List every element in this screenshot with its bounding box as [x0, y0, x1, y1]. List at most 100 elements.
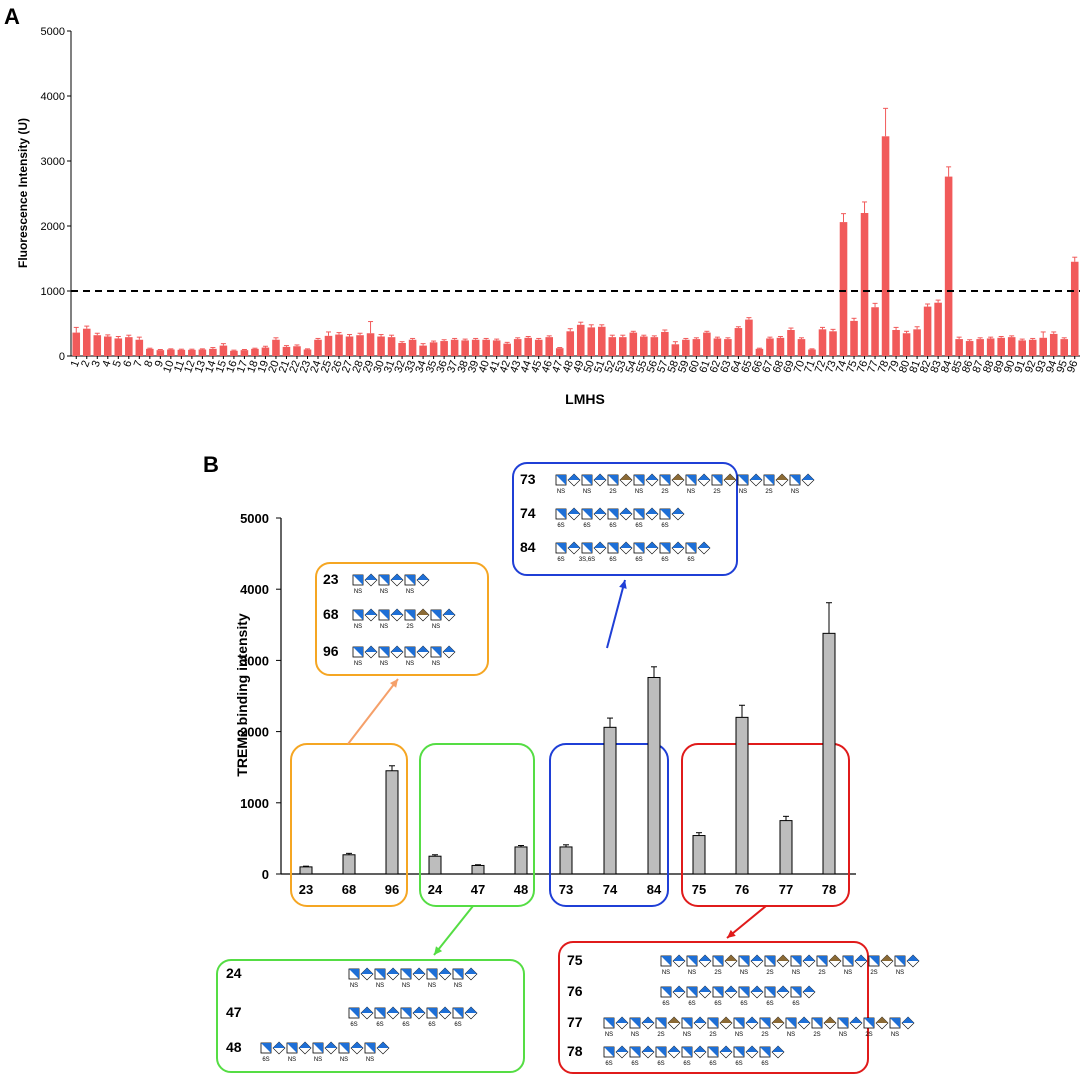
- chart-a-bar: [398, 343, 406, 356]
- residue-substituent-label: 6S: [766, 1001, 773, 1007]
- residue-substituent-label: 2S: [657, 1032, 664, 1038]
- glcnac-fill-icon: [890, 1018, 900, 1028]
- glcnac-fill-icon: [708, 1018, 718, 1028]
- glca-fill-icon: [751, 955, 763, 961]
- chart-a-y-tick-label: 4000: [41, 91, 65, 103]
- chart-b-y-tick-label: 5000: [240, 511, 269, 526]
- glca-fill-icon: [694, 1046, 706, 1052]
- glcnac-fill-icon: [765, 987, 775, 997]
- chart-a-x-tick-label: 25: [319, 359, 334, 375]
- structure-box-red: [558, 941, 869, 1074]
- chart-a-x-tick-label: 44: [519, 359, 534, 375]
- residue-substituent-label: 6S: [662, 1001, 669, 1007]
- glcnac-fill-icon: [712, 475, 722, 485]
- chart-a-bar: [587, 327, 596, 356]
- chart-a-x-tick-label: 87: [971, 359, 986, 375]
- chart-a-x-tick-label: 30: [371, 359, 386, 375]
- glca-fill-icon: [391, 609, 403, 615]
- chart-a-x-tick-label: 83: [928, 359, 943, 375]
- glcnac-fill-icon: [817, 956, 827, 966]
- chart-a-x-tick-label: 95: [1055, 359, 1070, 375]
- chart-a-bar: [524, 337, 532, 356]
- chart-a-x-tick-label: 52: [603, 359, 618, 375]
- glca-fill-icon: [672, 542, 684, 548]
- chart-a-x-tick-label: 21: [277, 359, 292, 375]
- glcnac-fill-icon: [864, 1018, 874, 1028]
- glcnac-fill-icon: [713, 956, 723, 966]
- glcnac-fill-icon: [604, 1047, 614, 1057]
- chart-a-x-tick-label: 16: [224, 359, 239, 375]
- residue-substituent-label: 2S: [765, 489, 772, 495]
- glca-fill-icon: [365, 574, 377, 580]
- chart-a-bar: [251, 348, 259, 356]
- glca-fill-icon: [391, 646, 403, 652]
- glcnac-fill-icon: [786, 1018, 796, 1028]
- idoa-fill-icon: [672, 474, 684, 480]
- glca-fill-icon: [417, 646, 429, 652]
- chart-a-bar: [492, 340, 501, 356]
- residue-substituent-label: 6S: [792, 1001, 799, 1007]
- residue-substituent-label: NS: [662, 970, 670, 976]
- chart-a-x-tick-label: 2: [79, 359, 92, 369]
- chart-a-bar: [955, 339, 963, 356]
- glca-fill-icon: [699, 986, 711, 992]
- chart-b-x-tick-label: 78: [822, 882, 836, 897]
- glcnac-fill-icon: [760, 1047, 770, 1057]
- glcnac-fill-icon: [634, 509, 644, 519]
- chart-a-bar: [1018, 340, 1026, 356]
- structure-row-label: 47: [226, 1004, 242, 1020]
- residue-substituent-label: NS: [406, 589, 414, 595]
- idoa-fill-icon: [720, 1017, 732, 1023]
- residue-substituent-label: 6S: [761, 1061, 768, 1067]
- chart-a-bar: [745, 319, 753, 356]
- chart-a-x-tick-label: 71: [802, 359, 817, 375]
- structure-row-label: 73: [520, 471, 536, 487]
- structure-row-label: 23: [323, 571, 339, 587]
- chart-a-bar: [808, 349, 816, 356]
- chart-b-x-tick-label: 24: [428, 882, 443, 897]
- chart-a-bar: [72, 332, 81, 356]
- chart-a-x-tick-label: 3: [90, 359, 103, 369]
- idoa-fill-icon: [724, 474, 736, 480]
- chart-a-x-tick-label: 53: [613, 359, 628, 375]
- glcnac-fill-icon: [661, 956, 671, 966]
- glca-fill-icon: [616, 1046, 628, 1052]
- residue-substituent-label: 6S: [657, 1061, 664, 1067]
- residue-substituent-label: 6S: [609, 523, 616, 529]
- idoa-fill-icon: [777, 955, 789, 961]
- structure-row-label: 78: [567, 1043, 583, 1059]
- residue-substituent-label: NS: [896, 970, 904, 976]
- glca-fill-icon: [361, 1007, 373, 1013]
- chart-a-x-tick-label: 34: [413, 359, 428, 375]
- chart-a-x-tick-label: 9: [153, 359, 166, 369]
- chart-a-x-tick-label: 31: [382, 359, 397, 375]
- chart-a-x-tick-label: 41: [487, 359, 502, 375]
- chart-a-x-tick-label: 85: [949, 359, 964, 375]
- glca-fill-icon: [803, 986, 815, 992]
- glcnac-fill-icon: [604, 1018, 614, 1028]
- residue-substituent-label: 6S: [714, 1001, 721, 1007]
- residue-substituent-label: 2S: [865, 1032, 872, 1038]
- residue-substituent-label: 6S: [709, 1061, 716, 1067]
- chart-a-x-tick-label: 80: [897, 359, 912, 375]
- chart-a-x-tick-label: 55: [634, 359, 649, 375]
- chart-a-x-tick-label: 62: [708, 359, 723, 375]
- chart-a-x-tick-label: 50: [582, 359, 597, 375]
- chart-a-x-tick-label: 82: [918, 359, 933, 375]
- chart-a-bar: [324, 335, 333, 356]
- glcnac-fill-icon: [656, 1018, 666, 1028]
- chart-a-bar: [366, 333, 375, 356]
- glcnac-fill-icon: [453, 1008, 463, 1018]
- chart-a-x-tick-label: 60: [687, 359, 702, 375]
- glca-fill-icon: [673, 986, 685, 992]
- chart-b-x-tick-label: 23: [299, 882, 313, 897]
- glcnac-fill-icon: [431, 610, 441, 620]
- chart-a-bar: [188, 349, 196, 356]
- chart-a-bar: [1028, 339, 1037, 356]
- chart-a-x-tick-label: 92: [1023, 359, 1038, 375]
- residue-substituent-label: NS: [605, 1032, 613, 1038]
- chart-a-bar: [976, 339, 984, 356]
- residue-substituent-label: NS: [428, 983, 436, 989]
- chart-a-bar: [198, 349, 207, 356]
- glca-fill-icon: [902, 1017, 914, 1023]
